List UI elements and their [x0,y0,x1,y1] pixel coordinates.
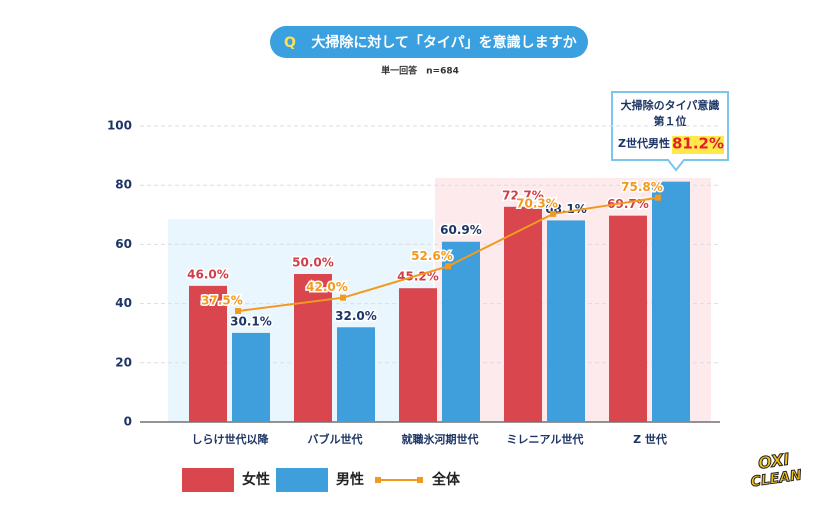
bar [294,274,332,422]
x-tick-label: しらけ世代以降 [192,432,270,446]
y-tick-label: 100 [107,119,132,133]
bar [652,181,690,422]
line-marker [235,308,241,314]
bar [189,285,227,422]
value-label: 75.8% [621,180,663,194]
bar [337,327,375,422]
value-label: 46.0% [187,267,229,281]
callout-highlight [672,136,724,154]
subtitle: 単一回答 n=684 [381,65,459,77]
value-label: 50.0% [292,256,334,270]
value-label: 70.3% [516,196,558,210]
line-marker [340,294,346,301]
y-tick-label: 40 [115,296,132,310]
x-tick-label: Z 世代 [633,432,667,446]
value-label: 30.1% [230,314,272,328]
bar [504,206,542,422]
legend-swatch [276,468,328,492]
callout-line: Z世代男性 [618,136,670,150]
bar [442,241,480,422]
bar [399,288,437,422]
value-label: 42.0% [306,280,348,294]
bar [547,220,585,422]
line-marker [550,210,556,217]
value-label: 37.5% [201,294,243,308]
value-label: 32.0% [335,309,377,323]
y-tick-label: 80 [115,178,132,192]
legend-label: 男性 [336,471,364,488]
title-badge: Q [284,35,296,51]
x-tick-label: 就職氷河期世代 [402,432,479,446]
line-marker [655,194,661,201]
y-tick-label: 20 [115,355,132,369]
x-tick-label: ミレニアル世代 [507,432,584,446]
value-label: 60.9% [440,223,482,237]
callout-value: 81.2% [672,135,724,153]
callout: 大掃除のタイパ意識 第１位 Z世代男性 81.2% [611,91,729,172]
legend-label: 女性 [242,471,270,488]
value-label: 72.7% [502,188,544,202]
title-pill [270,26,588,58]
callout-line: 第１位 [654,114,687,128]
x-tick-label: バブル世代 [308,432,363,446]
legend-swatch [182,468,234,492]
callout-line: 大掃除のタイパ意識 [621,98,720,112]
legend-label: 全体 [431,471,461,488]
y-tick-label: 0 [124,415,132,429]
bar [609,215,647,422]
chart-title: 大掃除に対して「タイパ」を意識しますか [311,34,576,51]
legend-swatch [375,477,381,483]
legend-swatch [417,477,423,483]
bar [232,332,270,422]
y-tick-label: 60 [115,237,132,251]
value-label: 52.6% [411,249,453,263]
line-marker [445,263,451,270]
